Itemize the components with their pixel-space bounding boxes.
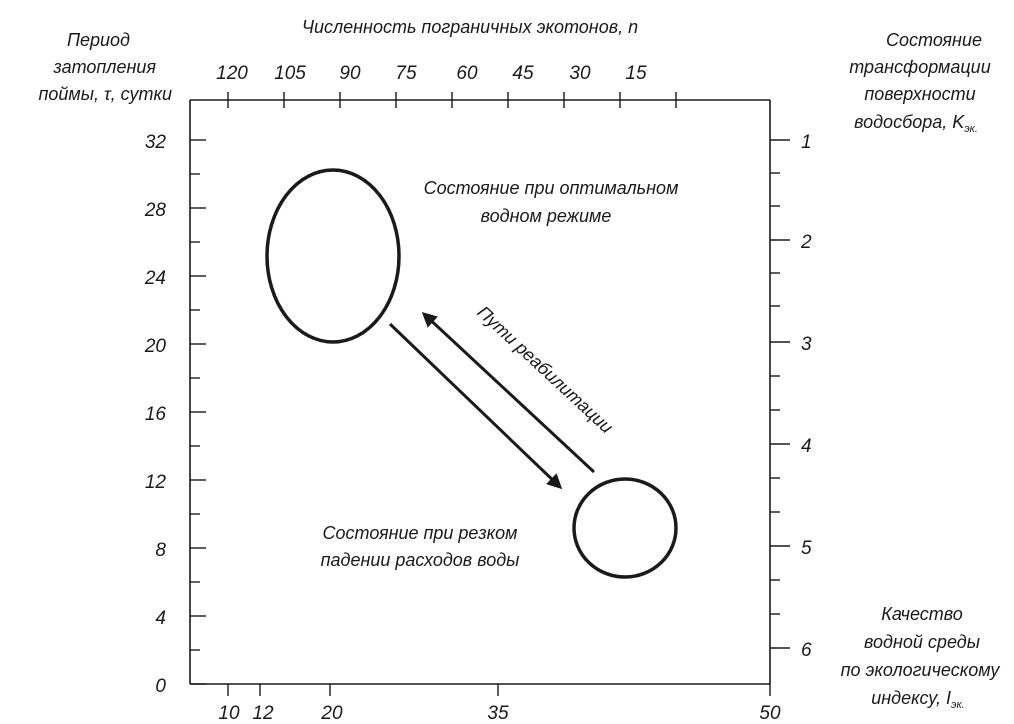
top-axis-labels: 120 105 90 75 60 45 30 15 [216, 63, 647, 84]
bottom-axis-title: Качество водной среды по экологическому … [841, 604, 1001, 711]
left-tick-label: 12 [145, 472, 167, 493]
right-axis-title: Состояние трансформации поверхности водо… [849, 30, 990, 135]
top-tick-label: 105 [274, 63, 306, 84]
left-tick-label: 20 [144, 336, 167, 357]
top-axis-title: Численность пограничных экотонов, n [302, 17, 638, 37]
top-tick-label: 15 [625, 63, 647, 84]
rehabilitation-arrow [421, 311, 596, 474]
top-tick-label: 120 [216, 63, 248, 84]
right-axis-title-line: трансформации [849, 57, 990, 77]
bottom-tick-label: 50 [759, 703, 781, 724]
optimal-state-label-line: водном режиме [481, 206, 612, 226]
bottom-axis-title-line: по экологическому [841, 660, 1001, 680]
left-axis-title-line: затопления [52, 57, 156, 77]
right-axis-title-line: Состояние [886, 30, 982, 50]
left-tick-label: 28 [144, 200, 167, 221]
top-axis-ticks [227, 92, 677, 108]
right-axis-ticks [770, 139, 790, 649]
right-axis-labels: 1 2 3 4 5 6 [800, 132, 812, 661]
top-tick-label: 75 [395, 63, 417, 84]
bottom-tick-label: 10 [218, 703, 240, 724]
right-tick-label: 4 [801, 436, 812, 457]
top-tick-label: 30 [569, 63, 591, 84]
top-tick-label: 60 [456, 63, 478, 84]
sharp-drop-state-circle [572, 477, 678, 579]
bottom-tick-label: 20 [320, 703, 343, 724]
sharp-drop-state-label-line: Состояние при резком [323, 523, 518, 543]
left-tick-label: 24 [144, 268, 166, 289]
left-axis-title-line: поймы, τ, сутки [38, 84, 172, 104]
right-tick-label: 5 [801, 538, 812, 559]
degradation-arrow [388, 322, 563, 490]
left-tick-label: 8 [155, 540, 166, 561]
right-tick-label: 3 [801, 334, 812, 355]
rehabilitation-paths-label: Пути реабилитации [473, 302, 616, 437]
axes-frame [189, 99, 771, 685]
bottom-axis-ticks [227, 684, 771, 696]
right-tick-label: 1 [801, 132, 812, 153]
bottom-axis-title-line: водной среды [864, 632, 980, 652]
bottom-tick-label: 35 [487, 703, 509, 724]
left-axis-labels: 0 4 8 12 16 20 24 28 32 [144, 132, 167, 697]
right-tick-label: 2 [800, 232, 812, 253]
right-tick-label: 6 [801, 640, 812, 661]
right-axis-title-line: водосбора, Kэк. [854, 112, 978, 135]
bottom-axis-labels: 10 12 20 35 50 [218, 703, 781, 724]
left-axis-ticks [190, 139, 206, 685]
sharp-drop-state-label-line: падении расходов воды [321, 550, 520, 570]
top-tick-label: 90 [339, 63, 361, 84]
left-axis-title: Период затопления поймы, τ, сутки [38, 30, 172, 104]
top-tick-label: 45 [512, 63, 534, 84]
optimal-state-ellipse [265, 168, 401, 344]
bottom-axis-title-line: Качество [881, 604, 963, 624]
left-tick-label: 4 [155, 608, 166, 629]
bottom-tick-label: 12 [252, 703, 274, 724]
left-tick-label: 16 [145, 404, 167, 425]
left-tick-label: 32 [145, 132, 167, 153]
optimal-state-label: Состояние при оптимальном водном режиме [424, 178, 679, 226]
sharp-drop-state-label: Состояние при резком падении расходов во… [321, 523, 520, 570]
left-axis-title-line: Период [67, 30, 130, 50]
right-axis-title-line: поверхности [864, 84, 975, 104]
bottom-axis-title-line: индексу, Iэк. [871, 688, 964, 711]
optimal-state-label-line: Состояние при оптимальном [424, 178, 679, 198]
left-tick-label: 0 [155, 676, 166, 697]
